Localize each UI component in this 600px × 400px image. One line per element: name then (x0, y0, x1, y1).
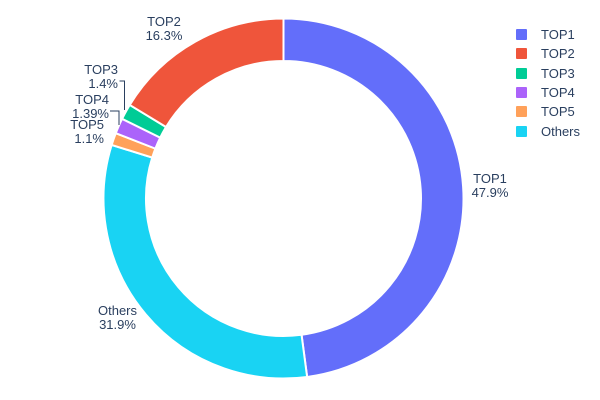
legend-item-top3[interactable]: TOP3 (516, 64, 580, 83)
slice-label-top3: TOP3 1.4% (70, 63, 118, 90)
slice-label-top1-percent: 47.9% (471, 184, 509, 200)
slice-label-top1-name: TOP1 (473, 171, 507, 186)
legend-item-top1[interactable]: TOP1 (516, 25, 580, 44)
slice-top1[interactable] (282, 17, 465, 379)
slice-label-others: Others 31.9% (90, 304, 145, 331)
legend-label-top5: TOP5 (541, 104, 575, 120)
legend-label-others: Others (541, 123, 581, 139)
slice-label-top2-percent: 16.3% (145, 27, 183, 43)
legend-label-top1: TOP1 (541, 27, 575, 43)
legend: TOP1 TOP2 TOP3 TOP4 TOP5 Others (516, 25, 580, 141)
slice-top2[interactable] (128, 17, 285, 129)
top4-label-connector (110, 110, 120, 125)
slice-label-top1: TOP1 47.9% (464, 172, 516, 199)
legend-swatch-top5 (516, 106, 527, 118)
slice-others[interactable] (102, 143, 309, 380)
slice-label-others-name: Others (97, 303, 137, 318)
slice-label-top5: TOP5 1.1% (56, 118, 104, 145)
slice-label-others-percent: 31.9% (99, 316, 136, 332)
legend-item-top2[interactable]: TOP2 (516, 44, 580, 63)
legend-item-top4[interactable]: TOP4 (516, 83, 580, 102)
legend-swatch-top1 (516, 29, 527, 41)
legend-label-top2: TOP2 (541, 46, 575, 62)
legend-item-top5[interactable]: TOP5 (516, 102, 580, 121)
label-connectors (110, 80, 125, 125)
slice-label-top5-name: TOP5 (70, 117, 104, 132)
slice-label-top5-percent: 1.1% (74, 130, 104, 146)
slice-label-top4-percent: 1.39% (72, 105, 109, 121)
slice-label-top3-percent: 1.4% (88, 75, 118, 91)
legend-swatch-others (516, 125, 527, 137)
legend-label-top3: TOP3 (541, 65, 575, 81)
legend-item-others[interactable]: Others (516, 121, 580, 140)
legend-label-top4: TOP4 (541, 85, 575, 101)
legend-swatch-top2 (516, 48, 527, 60)
slice-label-top2: TOP2 16.3% (136, 15, 192, 42)
top3-label-connector (119, 80, 125, 110)
legend-swatch-top4 (516, 87, 527, 99)
slice-label-top4: TOP4 1.39% (60, 93, 109, 120)
legend-swatch-top3 (516, 67, 527, 79)
slice-label-top2-name: TOP2 (147, 14, 181, 29)
slice-label-top3-name: TOP3 (84, 62, 118, 77)
slice-label-top4-name: TOP4 (75, 92, 109, 107)
